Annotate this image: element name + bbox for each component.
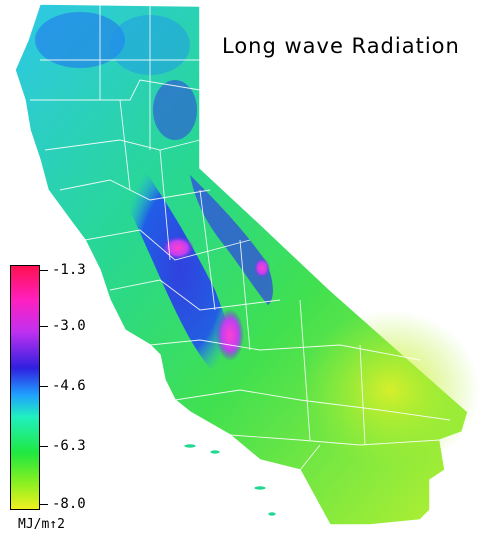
legend-tick-label: -1.3 <box>52 262 86 278</box>
legend-tick-mark <box>40 446 48 447</box>
legend-tick-mark <box>40 386 48 387</box>
legend-units: MJ/m↑2 <box>18 517 65 532</box>
legend-tick-label: -3.0 <box>52 318 86 334</box>
legend-tick-mark <box>40 326 48 327</box>
map-title: Long wave Radiation <box>222 34 460 58</box>
legend-tick-mark <box>40 270 48 271</box>
legend-tick-label: -6.3 <box>52 438 86 454</box>
legend-tick-mark <box>40 504 48 505</box>
legend-tick-label: -8.0 <box>52 496 86 512</box>
legend-tick-label: -4.6 <box>52 378 86 394</box>
legend-colorbar <box>10 265 40 510</box>
